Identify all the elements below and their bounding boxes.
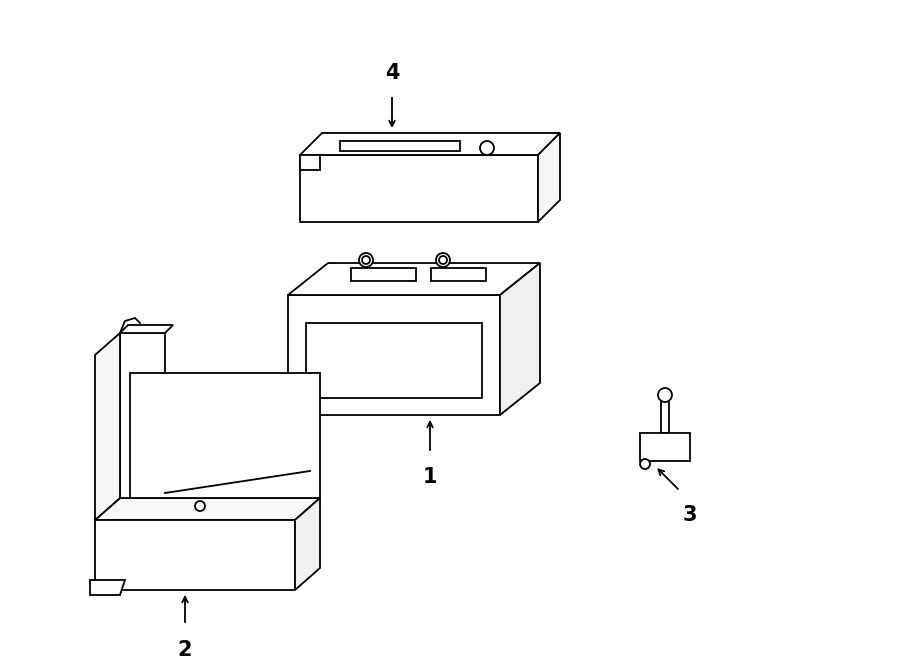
FancyBboxPatch shape bbox=[661, 395, 669, 433]
Polygon shape bbox=[500, 263, 540, 415]
Polygon shape bbox=[431, 268, 486, 281]
Polygon shape bbox=[95, 520, 295, 590]
Polygon shape bbox=[288, 295, 500, 415]
Polygon shape bbox=[130, 373, 320, 498]
Polygon shape bbox=[95, 333, 120, 520]
Text: 1: 1 bbox=[423, 467, 437, 487]
FancyBboxPatch shape bbox=[640, 433, 690, 461]
Circle shape bbox=[480, 141, 494, 155]
Circle shape bbox=[640, 459, 650, 469]
Polygon shape bbox=[538, 133, 560, 222]
Polygon shape bbox=[90, 580, 125, 595]
Circle shape bbox=[658, 388, 672, 402]
Text: 2: 2 bbox=[178, 640, 193, 660]
Text: 4: 4 bbox=[385, 63, 400, 83]
Polygon shape bbox=[120, 333, 165, 498]
Circle shape bbox=[195, 501, 205, 511]
Polygon shape bbox=[351, 268, 416, 281]
Polygon shape bbox=[95, 498, 320, 520]
Polygon shape bbox=[300, 133, 560, 155]
Circle shape bbox=[362, 256, 370, 264]
Polygon shape bbox=[300, 155, 320, 170]
Polygon shape bbox=[300, 155, 538, 222]
Polygon shape bbox=[120, 325, 173, 333]
Polygon shape bbox=[288, 263, 540, 295]
Text: 3: 3 bbox=[683, 505, 698, 525]
FancyBboxPatch shape bbox=[306, 323, 482, 398]
Circle shape bbox=[436, 253, 450, 267]
Circle shape bbox=[439, 256, 447, 264]
Circle shape bbox=[359, 253, 373, 267]
Polygon shape bbox=[340, 141, 460, 151]
Polygon shape bbox=[295, 498, 320, 590]
